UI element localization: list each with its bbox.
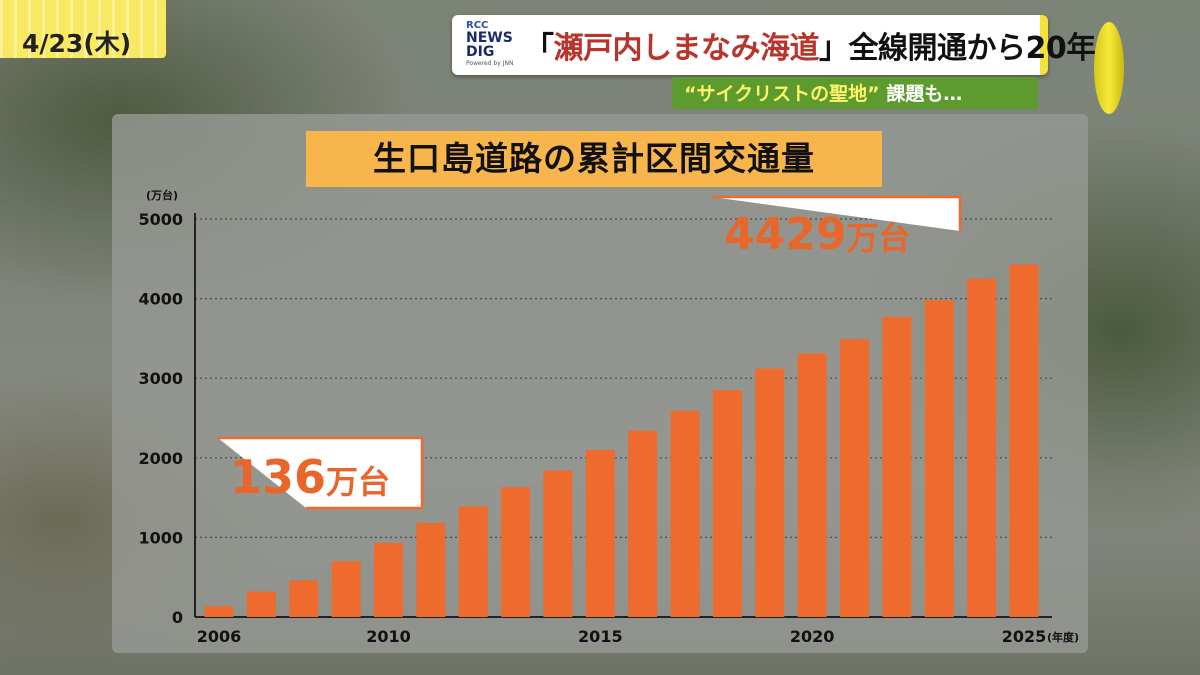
bar [458, 506, 488, 617]
bar [882, 316, 912, 617]
x-tick-label: 2020 [790, 627, 835, 646]
y-tick-label: 1000 [138, 528, 183, 547]
bar [1009, 264, 1039, 617]
sub-banner: “サイクリストの聖地” 課題も… [672, 77, 1038, 109]
bar [755, 368, 785, 617]
bar [840, 339, 870, 617]
bar [797, 353, 827, 617]
y-tick-label: 5000 [138, 210, 183, 229]
bar [712, 390, 742, 617]
logo-news: NEWS [466, 30, 513, 46]
callout-2025-value: 4429 [724, 209, 846, 260]
subhead-rest: 課題も… [879, 83, 963, 105]
callout-2006-box [218, 436, 424, 510]
x-axis-unit: (年度) [1047, 630, 1079, 644]
y-tick-label: 0 [172, 608, 183, 627]
chart-title: 生口島道路の累計区間交通量 [373, 139, 815, 178]
bar [289, 580, 319, 617]
yellow-disc-ornament [1094, 22, 1124, 114]
logo-rcc: RCC [466, 20, 489, 31]
bar [670, 410, 700, 617]
bar [246, 591, 276, 617]
x-tick-label: 2010 [366, 627, 411, 646]
bar [373, 542, 403, 617]
bar [585, 449, 615, 617]
subhead-accent: “サイクリストの聖地” [684, 83, 880, 105]
date-box: 4/23(木) [0, 0, 166, 58]
bar [543, 470, 573, 617]
subheadline: “サイクリストの聖地” 課題も… [684, 79, 962, 106]
y-axis-unit: (万台) [146, 188, 178, 202]
callout-2006-unit: 万台 [326, 463, 390, 501]
callout-2025-text: 4429万台 [724, 209, 910, 260]
y-tick-label: 4000 [138, 290, 183, 309]
headline-accent: 瀬戸内しまなみ海道 [553, 31, 820, 66]
chart-title-box: 生口島道路の累計区間交通量 [306, 131, 882, 187]
x-tick-label: 2025 [1002, 627, 1047, 646]
callout-2006-text: 136万台 [230, 450, 390, 504]
bar [416, 523, 446, 617]
bar [967, 278, 997, 617]
callout-2025-box [712, 195, 962, 231]
date-label: 4/23(木) [22, 29, 132, 58]
news-dig-logo: RCC NEWS DIG Powered by JNN [466, 21, 524, 71]
x-tick-label: 2015 [578, 627, 623, 646]
bar [331, 561, 361, 617]
y-tick-label: 2000 [138, 449, 183, 468]
news-banner: RCC NEWS DIG Powered by JNN 「瀬戸内しまなみ海道」全… [452, 15, 1096, 75]
bar [628, 430, 658, 617]
headline: 「瀬戸内しまなみ海道」全線開通から20年 [524, 23, 1096, 67]
x-tick-label: 2006 [197, 627, 242, 646]
headline-rest: 全線開通から20年 [848, 31, 1097, 66]
headline-open-bracket: 「 [524, 31, 554, 66]
bar [501, 487, 531, 617]
callout-2025-unit: 万台 [846, 219, 910, 257]
logo-dig: DIG [466, 44, 495, 60]
headline-close-bracket: 」 [819, 31, 849, 66]
bar [204, 606, 234, 617]
logo-powered: Powered by JNN [466, 60, 514, 67]
bar [924, 300, 954, 617]
callout-2006-value: 136 [230, 450, 326, 504]
y-tick-label: 3000 [138, 369, 183, 388]
